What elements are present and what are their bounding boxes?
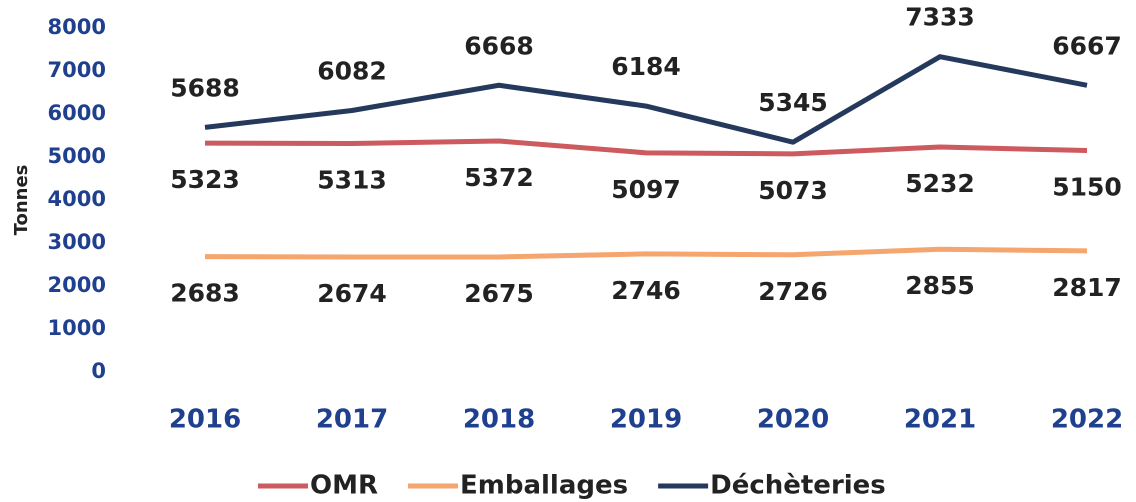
x-tick-label: 2022 [1051,405,1123,435]
data-label: 5688 [170,73,240,102]
data-label: 2674 [317,279,387,308]
data-label: 5323 [170,165,240,194]
data-label: 6184 [611,52,681,81]
y-tick-label: 7000 [48,58,106,82]
series-line [204,246,1088,260]
data-label: 5150 [1052,173,1122,202]
data-label: 5097 [611,175,681,204]
data-label: 2817 [1052,273,1122,302]
y-tick-label: 2000 [48,273,106,297]
data-label: 2683 [170,279,240,308]
data-label: 6082 [317,56,387,85]
data-label: 5073 [758,176,828,205]
data-label: 5372 [464,163,534,192]
x-tick-label: 2018 [463,405,535,435]
legend-label: Déchèteries [710,471,886,501]
data-label: 5345 [758,88,828,117]
series-line [204,54,1088,145]
x-tick-label: 2020 [757,405,829,435]
x-tick-label: 2019 [610,405,682,435]
series-line [204,138,1088,157]
y-tick-label: 5000 [48,144,106,168]
y-tick-label: 3000 [48,230,106,254]
y-tick-label: 0 [91,359,106,383]
data-label: 7333 [905,3,975,32]
y-tick-label: 1000 [48,316,106,340]
y-tick-label: 4000 [48,187,106,211]
y-axis-label: Tonnes [11,165,32,236]
data-label: 2675 [464,279,534,308]
data-label: 2855 [905,271,975,300]
legend-label: Emballages [460,471,628,501]
legend-label: OMR [310,471,378,501]
data-label: 5313 [317,166,387,195]
data-label: 5232 [905,169,975,198]
x-tick-label: 2021 [904,405,976,435]
data-label: 2726 [758,277,828,306]
data-label: 6667 [1052,31,1122,60]
data-label: 6668 [464,31,534,60]
data-label: 2746 [611,276,681,305]
x-tick-label: 2016 [169,405,241,435]
y-tick-label: 6000 [48,101,106,125]
x-tick-label: 2017 [316,405,388,435]
y-tick-label: 8000 [48,15,106,39]
